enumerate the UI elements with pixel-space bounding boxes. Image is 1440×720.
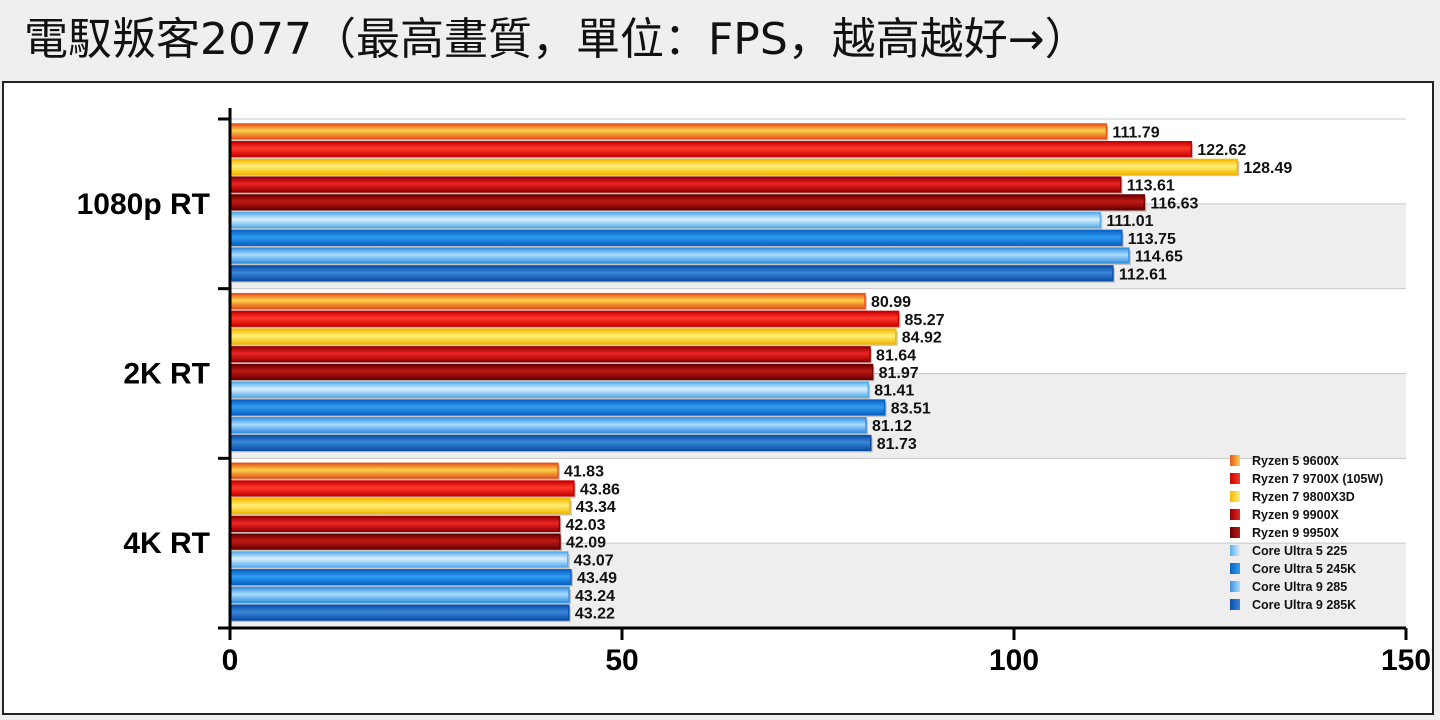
legend-label: Ryzen 7 9800X3D (1252, 490, 1355, 504)
data-label: 128.49 (1243, 160, 1292, 177)
data-label: 85.27 (905, 312, 945, 329)
bar (229, 140, 1193, 158)
legend-swatch (1230, 491, 1240, 502)
data-label: 114.65 (1135, 249, 1183, 266)
x-tick-label: 0 (222, 644, 239, 677)
bar (229, 265, 1114, 282)
category-label: 1080p RT (77, 188, 210, 221)
data-label: 81.12 (872, 418, 912, 435)
data-label: 42.03 (566, 517, 606, 534)
bar (229, 515, 561, 533)
bar (229, 292, 866, 310)
bar (229, 462, 559, 479)
legend-swatch (1230, 581, 1240, 592)
bar (229, 569, 572, 586)
data-label: 80.99 (871, 294, 911, 311)
legend-swatch (1230, 563, 1240, 574)
x-tick-label: 50 (605, 644, 638, 677)
bar (229, 346, 871, 363)
legend-swatch (1230, 455, 1240, 466)
category-label: 2K RT (123, 358, 210, 391)
bar (229, 604, 570, 621)
legend-swatch (1230, 599, 1240, 610)
data-label: 81.41 (874, 383, 914, 400)
data-label: 81.73 (877, 436, 917, 453)
data-label: 111.01 (1106, 213, 1153, 230)
data-label: 43.07 (574, 552, 614, 569)
bar (229, 328, 897, 345)
bar (229, 158, 1239, 175)
bar (229, 498, 571, 515)
x-tick-label: 150 (1381, 644, 1431, 677)
bar (229, 586, 570, 604)
legend-label: Ryzen 9 9950X (1252, 526, 1340, 540)
data-label: 116.63 (1150, 195, 1198, 212)
bar (229, 194, 1146, 211)
legend-swatch (1230, 545, 1240, 556)
legend-label: Ryzen 7 9700X (105W) (1252, 472, 1383, 486)
legend-label: Core Ultra 9 285K (1252, 598, 1356, 612)
legend-label: Core Ultra 5 225 (1252, 544, 1347, 558)
legend-label: Core Ultra 5 245K (1252, 562, 1356, 576)
legend-swatch (1230, 473, 1240, 484)
data-label: 113.75 (1128, 231, 1176, 248)
data-label: 122.62 (1197, 142, 1246, 159)
bar (229, 363, 874, 381)
bar (229, 176, 1122, 193)
x-tick-label: 100 (989, 644, 1039, 677)
data-label: 42.09 (566, 535, 606, 552)
data-label: 83.51 (891, 400, 931, 417)
legend-label: Ryzen 5 9600X (1252, 454, 1340, 468)
data-label: 81.64 (876, 347, 916, 364)
category-label: 4K RT (123, 527, 210, 560)
chart-title: 電馭叛客2077（最高畫質，單位：FPS，越高越好→） (24, 14, 1089, 65)
data-label: 41.83 (564, 464, 604, 481)
data-label: 43.24 (575, 588, 615, 605)
data-label: 84.92 (902, 330, 942, 347)
data-label: 81.97 (879, 365, 919, 382)
bar (229, 399, 886, 416)
legend-swatch (1230, 509, 1240, 520)
bar (229, 123, 1108, 140)
bar (229, 533, 561, 550)
data-label: 113.61 (1127, 178, 1175, 195)
bar (229, 417, 867, 434)
bar (229, 310, 900, 327)
legend-label: Core Ultra 9 285 (1252, 580, 1347, 594)
bar (229, 551, 569, 568)
data-label: 112.61 (1119, 266, 1167, 283)
legend-label: Ryzen 9 9900X (1252, 508, 1340, 522)
bar (229, 247, 1130, 264)
chart-frame: 111.79 122.62 128.49 113.61 116.63 111.01 113.… (2, 81, 1434, 715)
data-label: 43.86 (580, 481, 620, 498)
legend-swatch (1230, 527, 1240, 538)
bar (229, 381, 870, 398)
bar (229, 480, 575, 497)
data-label: 43.22 (575, 606, 615, 623)
bar (229, 211, 1102, 229)
data-label: 111.79 (1112, 124, 1159, 141)
bar (229, 229, 1123, 246)
bar (229, 434, 872, 452)
title-bar: 電馭叛客2077（最高畫質，單位：FPS，越高越好→） (0, 0, 1440, 80)
data-label: 43.34 (576, 499, 616, 516)
data-label: 43.49 (577, 570, 617, 587)
